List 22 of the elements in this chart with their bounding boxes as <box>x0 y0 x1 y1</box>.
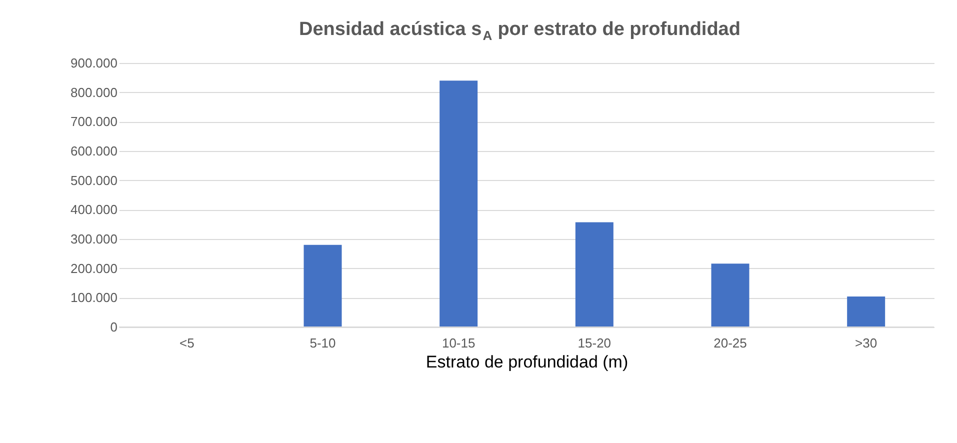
x-tick-label: 15-20 <box>578 336 612 350</box>
y-tick-label: 800.000 <box>70 84 118 100</box>
x-tick-label: 10-15 <box>442 336 476 350</box>
y-tick-label: 500.000 <box>70 172 118 188</box>
y-tick-label: 0 <box>110 320 118 334</box>
bar <box>440 80 478 327</box>
y-tick-label: 100.000 <box>70 290 118 306</box>
x-tick-label: 20-25 <box>714 336 747 350</box>
x-tick-label: 5-10 <box>310 336 336 350</box>
bar <box>847 296 886 327</box>
bar <box>304 244 342 327</box>
y-tick-label: 300.000 <box>70 232 118 246</box>
bar <box>575 222 614 327</box>
y-tick-label: 400.000 <box>70 202 118 218</box>
y-tick-label: 200.000 <box>70 260 118 276</box>
y-tick-label: 900.000 <box>70 56 118 70</box>
bar <box>711 264 750 327</box>
x-axis-title: Estrato de profundidad (m) <box>426 352 628 372</box>
x-tick-label: <5 <box>180 336 194 350</box>
x-tick-label: >30 <box>855 336 878 350</box>
y-tick-label: 700.000 <box>70 114 118 130</box>
y-tick-label: 600.000 <box>70 144 118 158</box>
